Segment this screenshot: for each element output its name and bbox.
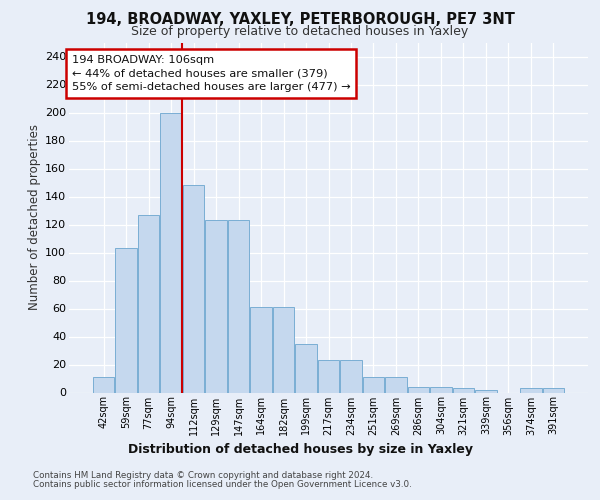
Bar (407, 387, 430, 392)
Bar (520, 388, 542, 392)
Text: Contains HM Land Registry data © Crown copyright and database right 2024.: Contains HM Land Registry data © Crown c… (33, 471, 373, 480)
Bar (137, 214, 160, 392)
Bar (317, 360, 340, 392)
Bar (385, 377, 407, 392)
Text: Distribution of detached houses by size in Yaxley: Distribution of detached houses by size … (128, 442, 473, 456)
Bar (362, 377, 385, 392)
Text: 194, BROADWAY, YAXLEY, PETERBOROUGH, PE7 3NT: 194, BROADWAY, YAXLEY, PETERBOROUGH, PE7… (86, 12, 514, 28)
Text: 194 BROADWAY: 106sqm
← 44% of detached houses are smaller (379)
55% of semi-deta: 194 BROADWAY: 106sqm ← 44% of detached h… (71, 55, 350, 92)
Bar (542, 388, 565, 392)
Bar (160, 112, 182, 392)
Bar (92, 377, 115, 392)
Bar (475, 390, 497, 392)
Bar (452, 388, 475, 392)
Bar (250, 307, 272, 392)
Bar (430, 387, 452, 392)
Text: Size of property relative to detached houses in Yaxley: Size of property relative to detached ho… (131, 25, 469, 38)
Y-axis label: Number of detached properties: Number of detached properties (28, 124, 41, 310)
Text: Contains public sector information licensed under the Open Government Licence v3: Contains public sector information licen… (33, 480, 412, 489)
Bar (115, 248, 137, 392)
Bar (205, 220, 227, 392)
Bar (272, 307, 295, 392)
Bar (295, 344, 317, 392)
Bar (182, 186, 205, 392)
Bar (340, 360, 362, 392)
Bar (227, 220, 250, 392)
